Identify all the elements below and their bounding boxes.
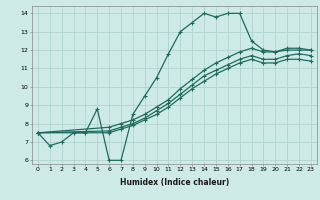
X-axis label: Humidex (Indice chaleur): Humidex (Indice chaleur)	[120, 178, 229, 187]
